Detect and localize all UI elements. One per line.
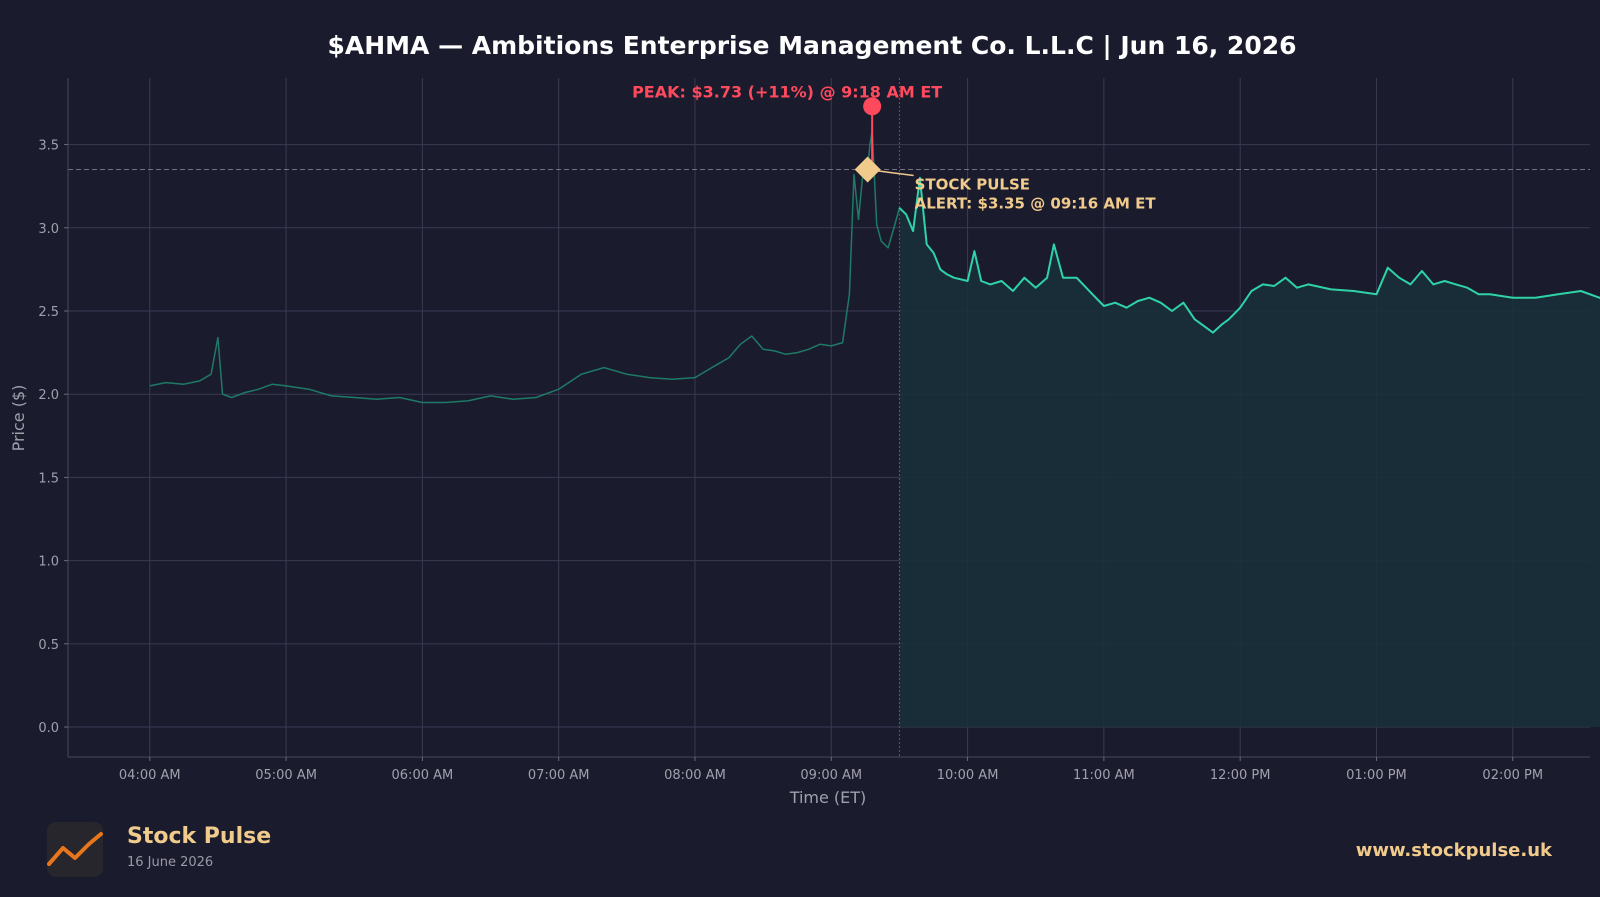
x-tick-label: 01:00 PM: [1346, 768, 1407, 783]
y-tick-label: 1.5: [38, 471, 59, 486]
x-tick-label: 08:00 AM: [664, 768, 726, 783]
x-tick-label: 12:00 PM: [1210, 768, 1271, 783]
x-tick-label: 06:00 AM: [392, 768, 454, 783]
y-tick-label: 0.0: [38, 721, 59, 736]
peak-label: PEAK: $3.73 (+11%) @ 9:18 AM ET: [632, 82, 942, 101]
x-tick-label: 09:00 AM: [800, 768, 862, 783]
y-tick-label: 0.5: [38, 638, 59, 653]
peak-marker: [863, 97, 882, 116]
x-axis-label: Time (ET): [789, 788, 867, 807]
y-tick-label: 2.5: [38, 305, 59, 320]
premarket-price-line: [149, 130, 901, 404]
y-axis-label: Price ($): [9, 385, 28, 452]
alert-label-line1: STOCK PULSE: [915, 176, 1030, 194]
y-tick-label: 1.0: [38, 555, 59, 570]
x-tick-label: 11:00 AM: [1073, 768, 1135, 783]
regular-session-fill: [899, 177, 1600, 728]
chart-title: $AHMA — Ambitions Enterprise Management …: [327, 31, 1296, 60]
footer-url: www.stockpulse.uk: [1355, 840, 1552, 861]
annotations: PEAK: $3.73 (+11%) @ 9:18 AM ET STOCK PUL…: [632, 82, 1156, 212]
x-tick-label: 07:00 AM: [528, 768, 590, 783]
alert-label-line2: ALERT: $3.35 @ 09:16 AM ET: [915, 195, 1157, 213]
plot-area: [68, 78, 1600, 757]
x-tick-label: 04:00 AM: [119, 768, 181, 783]
y-tick-label: 2.0: [38, 388, 59, 403]
y-tick-label: 3.5: [38, 139, 59, 154]
y-tick-label: 3.0: [38, 222, 59, 237]
axes: 0.0 0.5 1.0 1.5 2.0 2.5 3.0 3.5 04:00 AM 05:00 AM…: [38, 78, 1590, 783]
regular-price-line: [898, 176, 1600, 334]
x-tick-label: 10:00 AM: [937, 768, 999, 783]
x-tick-label: 05:00 AM: [255, 768, 317, 783]
trend-line-icon: [47, 822, 103, 877]
x-tick-label: 02:00 PM: [1482, 768, 1543, 783]
footer-brand: Stock Pulse: [127, 824, 272, 849]
footer-date: 16 June 2026: [127, 855, 214, 870]
alert-marker: [854, 156, 881, 183]
